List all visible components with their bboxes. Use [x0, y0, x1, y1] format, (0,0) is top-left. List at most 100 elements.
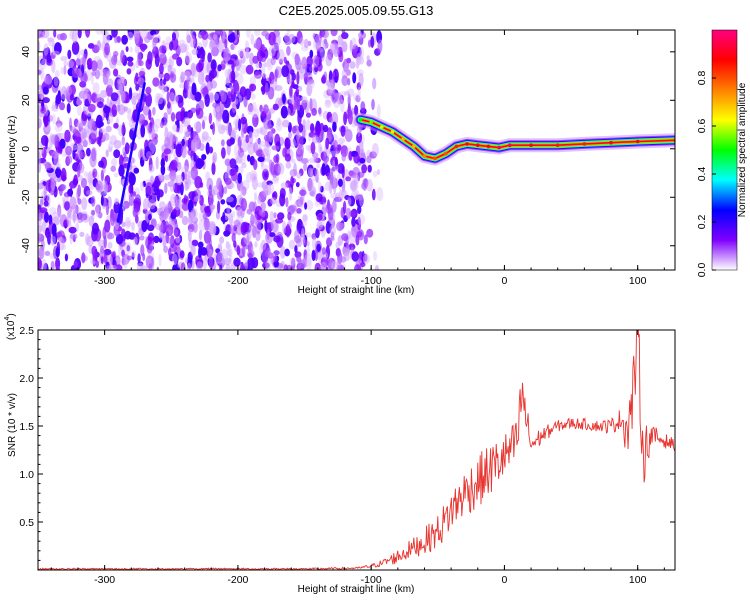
noise-speck — [56, 33, 65, 40]
noise-speck — [165, 224, 174, 237]
noise-speck — [177, 39, 186, 47]
noise-speck — [233, 118, 240, 127]
noise-speck — [79, 231, 85, 237]
ridge-point — [444, 151, 448, 156]
noise-speck — [169, 169, 177, 182]
noise-speck — [309, 186, 317, 198]
noise-speck — [131, 95, 137, 105]
noise-speck — [40, 135, 49, 146]
noise-speck — [108, 146, 113, 153]
noise-speck — [161, 85, 167, 94]
noise-speck — [233, 219, 241, 228]
heatmap-x-tick-label: 100 — [629, 275, 647, 287]
ridge-point — [369, 120, 374, 124]
heatmap-y-tick-label: -40 — [20, 238, 32, 253]
noise-speck — [164, 127, 169, 141]
noise-speck — [225, 196, 234, 203]
noise-speck — [63, 60, 68, 67]
noise-speck — [38, 182, 45, 190]
noise-speck — [235, 155, 243, 164]
heatmap-ridge-layer — [353, 112, 675, 166]
noise-speck — [220, 215, 229, 223]
noise-speck — [301, 56, 308, 69]
noise-speck — [88, 138, 92, 146]
noise-speck — [48, 114, 53, 122]
noise-speck — [273, 175, 279, 182]
noise-speck — [137, 77, 145, 87]
noise-speck — [148, 131, 156, 140]
noise-speck — [135, 60, 140, 69]
noise-speck — [69, 233, 78, 240]
noise-speck — [235, 120, 239, 130]
noise-speck — [223, 48, 231, 62]
noise-speck — [38, 64, 43, 76]
noise-speck — [225, 263, 231, 270]
noise-speck — [311, 107, 317, 116]
noise-speck — [317, 251, 323, 260]
noise-speck — [319, 185, 324, 193]
noise-speck — [103, 105, 111, 114]
noise-speck — [107, 115, 114, 124]
noise-speck — [64, 129, 71, 143]
noise-speck — [359, 56, 365, 65]
noise-speck — [199, 194, 204, 206]
noise-speck — [254, 30, 261, 37]
noise-speck — [96, 136, 101, 145]
noise-speck — [208, 238, 212, 248]
noise-speck — [333, 183, 337, 194]
noise-speck — [163, 86, 170, 92]
noise-speck — [269, 210, 274, 224]
noise-speck — [106, 70, 110, 79]
ridge-point — [508, 143, 512, 147]
noise-speck — [237, 136, 242, 150]
noise-speck — [315, 228, 320, 239]
noise-speck — [128, 192, 134, 207]
noise-speck — [231, 129, 236, 138]
noise-speck — [326, 172, 331, 181]
noise-speck — [87, 103, 96, 113]
noise-speck — [146, 151, 152, 159]
noise-speck — [263, 141, 270, 156]
snr-line-layer — [38, 330, 675, 570]
noise-speck — [228, 194, 237, 208]
noise-speck — [184, 127, 189, 140]
noise-speck — [201, 154, 207, 161]
noise-speck — [135, 72, 139, 82]
noise-speck — [75, 58, 81, 66]
noise-speck — [114, 36, 118, 44]
noise-speck — [184, 159, 189, 173]
noise-speck — [57, 204, 62, 218]
noise-speck — [98, 160, 105, 168]
noise-speck — [69, 94, 75, 101]
noise-speck — [92, 250, 98, 262]
noise-speck — [82, 213, 90, 223]
noise-speck — [127, 31, 134, 41]
noise-speck — [211, 162, 216, 175]
noise-speck — [44, 211, 49, 223]
noise-speck — [319, 30, 326, 38]
noise-speck — [168, 133, 176, 143]
ridge-point — [422, 154, 427, 158]
noise-speck — [226, 139, 233, 147]
noise-speck — [224, 257, 232, 266]
noise-speck — [294, 56, 302, 71]
noise-speck — [159, 53, 166, 59]
noise-speck — [357, 205, 362, 215]
noise-speck — [337, 137, 346, 144]
noise-speck — [73, 204, 77, 216]
noise-speck — [303, 72, 308, 81]
noise-speck — [91, 70, 96, 77]
noise-speck — [239, 135, 247, 142]
noise-speck — [190, 62, 196, 77]
noise-speck — [38, 246, 45, 260]
noise-speck — [245, 171, 253, 183]
noise-speck — [167, 247, 172, 257]
noise-speck — [197, 71, 205, 85]
noise-speck — [359, 157, 366, 164]
noise-speck — [370, 36, 375, 48]
colorbar-tick-label: 0.2 — [696, 215, 708, 230]
noise-speck — [332, 121, 337, 133]
noise-speck — [190, 107, 197, 114]
noise-speck — [324, 100, 332, 108]
noise-speck — [151, 133, 159, 140]
